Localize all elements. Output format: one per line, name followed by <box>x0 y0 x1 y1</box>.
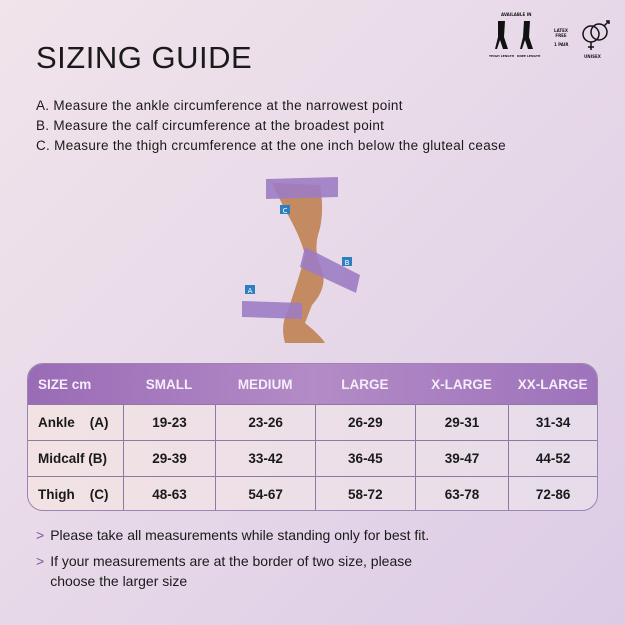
header-cell: XX-LARGE <box>517 376 588 392</box>
size-cell: 72-86 <box>508 477 597 510</box>
pair-label: 1 PAIR <box>554 42 569 47</box>
size-cell: 36-45 <box>315 441 415 476</box>
step-c: C. Measure the thigh crcumference at the… <box>36 138 506 153</box>
row-label: Midcalf (B) <box>38 451 107 466</box>
size-cell: 54-67 <box>215 477 315 510</box>
step-b: B. Measure the calf circumference at the… <box>36 118 385 133</box>
page-title: SIZING GUIDE <box>36 40 253 75</box>
chevron-right-icon: > <box>36 527 45 543</box>
size-cell: 29-39 <box>122 441 216 476</box>
header-cell: SMALL <box>145 376 193 392</box>
size-table: SIZE cm SMALL MEDIUM LARGE X-LARGE XX-LA… <box>27 363 598 511</box>
size-cell: 44-52 <box>508 441 597 476</box>
header-cell: MEDIUM <box>237 376 293 392</box>
size-cell: 58-72 <box>315 477 415 510</box>
notes: > Please take all measurements while stan… <box>36 525 430 597</box>
table-row: Ankle (A) 19-23 23-26 26-29 29-31 31-34 <box>28 404 597 440</box>
size-cell: 26-29 <box>315 405 415 440</box>
header-cell: LARGE <box>341 376 389 392</box>
header-cell: X-LARGE <box>431 376 492 392</box>
size-cell: 31-34 <box>508 405 597 440</box>
step-a: A. Measure the ankle circumference at th… <box>36 98 403 113</box>
latex-free-label: LATEX FREE <box>554 28 568 38</box>
table-row: Midcalf (B) 29-39 33-42 36-45 39-47 44-52 <box>28 440 597 476</box>
unisex-label: UNISEX <box>584 54 601 59</box>
note: > If your measurements are at the border … <box>36 553 413 589</box>
size-cell: 29-31 <box>414 405 509 440</box>
knee-length-label: KNEE LENGTH <box>517 54 541 58</box>
thigh-length-label: THIGH LENGTH <box>489 54 515 58</box>
table-header: SIZE cm SMALL MEDIUM LARGE X-LARGE XX-LA… <box>28 364 597 404</box>
size-cell: 48-63 <box>122 477 216 510</box>
size-cell: 23-26 <box>215 405 315 440</box>
leg-illustration: C B A <box>242 177 360 343</box>
unisex-icon <box>582 20 610 50</box>
marker-a: A <box>248 287 253 295</box>
size-cell: 39-47 <box>414 441 509 476</box>
marker-b: B <box>345 259 350 267</box>
row-label: Thigh (C) <box>38 487 109 502</box>
chevron-right-icon: > <box>36 553 45 569</box>
available-label: AVAILABLE IN <box>501 12 532 17</box>
note: > Please take all measurements while stan… <box>36 527 430 543</box>
size-cell: 33-42 <box>215 441 315 476</box>
row-label: Ankle (A) <box>38 415 109 430</box>
size-cell: 63-78 <box>414 477 509 510</box>
header-cell: SIZE cm <box>38 376 92 392</box>
measurement-steps: A. Measure the ankle circumference at th… <box>36 96 506 156</box>
table-row: Thigh (C) 48-63 54-67 58-72 63-78 72-86 <box>28 476 597 510</box>
product-badges: AVAILABLE IN THIGH LENGTH KNEE LENGTH LA… <box>487 10 617 60</box>
size-cell: 19-23 <box>122 405 216 440</box>
marker-c: C <box>283 207 288 215</box>
stocking-icons <box>495 21 533 49</box>
